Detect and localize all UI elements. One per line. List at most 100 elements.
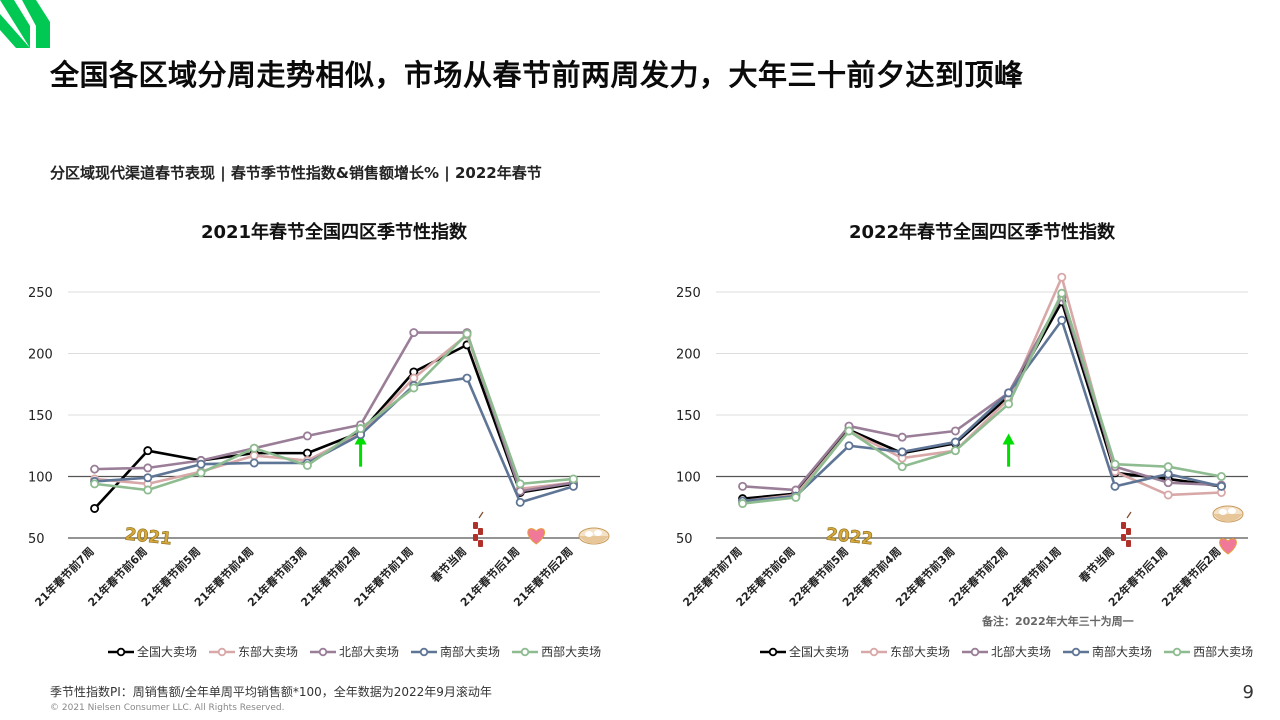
data-point xyxy=(1004,399,1014,409)
firecracker-icon xyxy=(1121,511,1132,547)
legend-swatch xyxy=(310,647,337,656)
data-point xyxy=(249,451,259,461)
y-tick-label: 250 xyxy=(676,286,701,301)
heart-icon xyxy=(1219,538,1237,555)
data-point xyxy=(90,464,100,474)
data-point xyxy=(249,443,259,453)
firecracker-piece xyxy=(1121,522,1126,529)
data-point xyxy=(462,329,472,339)
legend-label: 西部大卖场 xyxy=(541,645,602,659)
year-balloon-badge: 2022 xyxy=(825,525,874,550)
y-tick-label: 250 xyxy=(28,286,53,301)
bowl-body xyxy=(579,536,609,544)
legend-item: 西部大卖场 xyxy=(512,643,601,660)
legend-item: 全国大卖场 xyxy=(108,643,197,660)
data-point xyxy=(1163,462,1173,472)
logo-stripe-right xyxy=(22,0,50,48)
chart-title: 2022年春节全国四区季节性指数 xyxy=(849,221,1116,243)
data-point xyxy=(143,463,153,473)
data-point xyxy=(1057,288,1067,298)
data-point xyxy=(196,459,206,469)
legend-label: 南部大卖场 xyxy=(1092,645,1153,659)
legend-item: 南部大卖场 xyxy=(1063,643,1152,660)
data-point xyxy=(249,458,259,468)
y-tick-label: 50 xyxy=(28,532,45,547)
legend-item: 全国大卖场 xyxy=(760,643,849,660)
legend-label: 全国大卖场 xyxy=(137,645,198,659)
data-point xyxy=(143,446,153,456)
data-point xyxy=(897,447,907,457)
data-point xyxy=(568,481,578,491)
data-point xyxy=(1163,490,1173,500)
y-tick-label: 100 xyxy=(28,471,53,486)
data-point xyxy=(950,426,960,436)
up-arrow-head xyxy=(1002,433,1015,445)
series-line-3 xyxy=(94,376,574,504)
series-line-2 xyxy=(94,331,574,493)
dumpling xyxy=(1228,508,1236,514)
data-point xyxy=(90,479,100,489)
series-line-4 xyxy=(94,332,574,492)
legend-item: 东部大卖场 xyxy=(209,643,298,660)
up-arrow-icon xyxy=(1002,433,1015,467)
data-point xyxy=(897,432,907,442)
legend-label: 南部大卖场 xyxy=(440,645,501,659)
copyright: © 2021 Nielsen Consumer LLC. All Rights … xyxy=(50,703,285,713)
legend-swatch xyxy=(411,647,438,656)
y-tick-label: 200 xyxy=(28,348,53,363)
legend-swatch xyxy=(760,647,786,656)
chart-2021: 2021年春节全国四区季节性指数5010015020025021年春节前7周21… xyxy=(28,221,610,609)
legend-swatch xyxy=(1164,647,1191,656)
legend-item: 北部大卖场 xyxy=(962,643,1051,660)
data-point xyxy=(568,474,578,484)
y-tick-label: 200 xyxy=(676,348,701,363)
firecracker-piece xyxy=(1121,534,1126,541)
data-point xyxy=(1057,272,1067,282)
legend-label: 东部大卖场 xyxy=(238,645,299,659)
brand-logo xyxy=(0,0,50,48)
data-point xyxy=(791,492,801,502)
data-point xyxy=(844,441,854,451)
chart-2022: 2022年春节全国四区季节性指数5010015020025022年春节前7周22… xyxy=(676,221,1248,609)
legend-label: 东部大卖场 xyxy=(890,645,951,659)
y-tick-label: 50 xyxy=(676,532,693,547)
data-point xyxy=(1057,315,1067,325)
data-point xyxy=(738,499,748,509)
legend-label: 北部大卖场 xyxy=(339,645,400,659)
firecracker-piece xyxy=(478,528,483,535)
data-point xyxy=(1110,481,1120,491)
logo-stripe-left xyxy=(0,0,30,48)
data-point xyxy=(1004,388,1014,398)
data-point xyxy=(302,431,312,441)
chart-title: 2021年春节全国四区季节性指数 xyxy=(201,221,468,243)
legend-label: 西部大卖场 xyxy=(1193,645,1254,659)
firecracker-piece xyxy=(1126,528,1131,535)
firecracker-piece xyxy=(478,540,483,547)
legend-swatch-marker xyxy=(419,647,429,656)
legend-label: 北部大卖场 xyxy=(991,645,1052,659)
page-number: 9 xyxy=(1242,682,1254,703)
y-tick-label: 150 xyxy=(28,409,53,424)
legend-item: 北部大卖场 xyxy=(310,643,399,660)
legend-swatch xyxy=(1063,647,1090,656)
legend-swatch xyxy=(108,647,134,656)
legend-item: 西部大卖场 xyxy=(1164,643,1253,660)
y-tick-label: 150 xyxy=(676,409,701,424)
data-point xyxy=(738,481,748,491)
data-point xyxy=(409,373,419,383)
firecracker-fuse xyxy=(478,511,484,519)
firecracker-piece xyxy=(1126,540,1131,547)
legend-item: 南部大卖场 xyxy=(411,643,500,660)
data-point xyxy=(515,497,525,507)
legend-swatch-marker xyxy=(520,647,530,656)
data-point xyxy=(462,373,472,383)
data-point xyxy=(897,462,907,472)
series-line-3 xyxy=(742,318,1222,503)
legend-item: 东部大卖场 xyxy=(861,643,950,660)
series-line-0 xyxy=(93,343,574,510)
firecracker-piece xyxy=(473,534,478,541)
page-subtitle: 分区域现代渠道春节表现 | 春节季节性指数&销售额增长% | 2022年春节 xyxy=(50,164,542,182)
legend-swatch xyxy=(209,647,236,656)
legend-swatch xyxy=(512,647,539,656)
series-line-2 xyxy=(742,295,1222,492)
